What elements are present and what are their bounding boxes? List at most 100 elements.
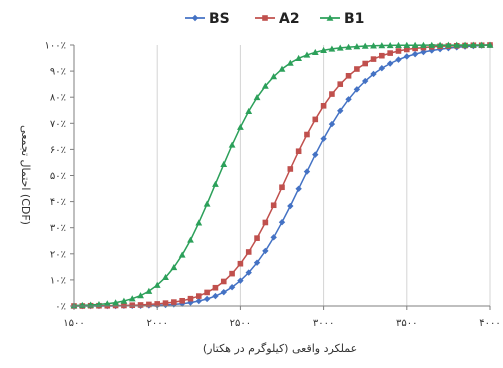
point-B1-45 [445, 41, 452, 48]
point-B1-38 [386, 41, 394, 49]
point-A2-31 [329, 91, 335, 97]
point-BS-40 [403, 53, 410, 60]
point-B1-20 [237, 123, 244, 130]
point-A2-38 [387, 50, 393, 56]
point-BS-17 [212, 292, 219, 300]
point-B1-15 [195, 219, 203, 226]
point-A2-20 [237, 260, 244, 267]
point-BS-19 [228, 284, 236, 291]
point-A2-39 [395, 48, 402, 54]
point-B1-22 [253, 94, 261, 101]
point-B1-48 [469, 41, 477, 48]
point-A2-37 [379, 52, 385, 59]
legend-item-B1: B1 [320, 11, 364, 27]
series-A2 [71, 42, 493, 309]
point-B1-18 [220, 160, 228, 167]
point-A2-40 [404, 46, 410, 53]
point-B1-21 [245, 107, 253, 115]
point-B1-25 [278, 65, 286, 72]
point-B1-8 [137, 292, 144, 299]
point-BS-31 [328, 120, 336, 128]
point-A2-18 [220, 278, 227, 285]
point-B1-40 [403, 41, 411, 48]
point-B1-4 [103, 300, 111, 307]
y-tick-label-0: ۰٪ [55, 302, 66, 313]
point-B1-39 [395, 41, 402, 48]
point-B1-6 [120, 297, 128, 304]
point-BS-32 [337, 107, 344, 114]
point-BS-22 [253, 259, 261, 266]
point-BS-37 [378, 65, 386, 72]
point-A2-17 [212, 284, 219, 291]
point-BS-25 [278, 219, 286, 226]
point-BS-15 [195, 297, 202, 305]
point-B1-24 [270, 73, 278, 80]
point-A2-32 [337, 81, 344, 87]
point-BS-30 [320, 135, 327, 142]
point-B1-7 [128, 295, 136, 302]
point-A2-29 [312, 116, 319, 123]
point-BS-16 [203, 295, 211, 303]
point-A2-15 [196, 293, 202, 299]
point-B1-10 [153, 281, 161, 288]
x-tick-label-1: ۲۰۰۰ [146, 318, 167, 329]
point-B1-19 [228, 141, 236, 148]
legend-marker-B1 [326, 14, 334, 21]
y-tick-label-1: ۱۰٪ [50, 275, 66, 286]
point-A2-27 [295, 148, 302, 155]
x-tick-label-4: ۳۵۰۰ [396, 318, 417, 329]
point-BS-33 [345, 96, 352, 103]
point-A2-21 [245, 249, 252, 255]
point-B1-28 [303, 51, 311, 58]
point-B1-29 [311, 48, 319, 56]
point-B1-5 [112, 299, 119, 306]
point-A2-28 [304, 131, 310, 138]
point-A2-34 [354, 66, 360, 72]
point-B1-43 [428, 41, 436, 48]
grid [156, 45, 491, 306]
legend: BS A2 B1 [185, 11, 364, 27]
point-B1-32 [336, 44, 344, 51]
y-tick-label-4: ۴۰٪ [50, 197, 66, 208]
point-BS-39 [395, 56, 402, 63]
y-tick-label-9: ۹۰٪ [50, 67, 66, 78]
point-A2-10 [154, 301, 160, 307]
y-tick-label-5: ۵۰٪ [50, 171, 66, 182]
x-axis-label: عملکرد واقعی (کیلوگرم در هکتار) [203, 342, 357, 355]
y-tick-label-2: ۲۰٪ [50, 249, 66, 260]
point-B1-50 [486, 41, 494, 48]
point-A2-22 [254, 235, 260, 241]
point-BS-34 [353, 86, 361, 93]
point-A2-35 [362, 60, 368, 67]
point-B1-13 [178, 251, 186, 258]
point-BS-36 [370, 70, 377, 78]
x-tick-label-3: ۳۰۰۰ [313, 318, 334, 329]
point-A2-36 [370, 56, 377, 62]
point-B1-35 [361, 42, 369, 49]
point-A2-26 [287, 166, 294, 172]
legend-marker-BS [191, 14, 199, 22]
point-B1-44 [436, 41, 444, 48]
point-A2-14 [187, 295, 194, 302]
point-A2-16 [204, 289, 210, 296]
point-BS-24 [270, 234, 277, 241]
point-A2-33 [345, 72, 352, 79]
point-BS-26 [287, 202, 294, 210]
point-B1-26 [286, 59, 294, 66]
series-layer [70, 41, 494, 310]
series-line-A2 [74, 44, 491, 307]
point-B1-47 [461, 41, 469, 48]
point-BS-29 [312, 151, 319, 158]
x-tick-label-2: ۲۵۰۰ [230, 318, 251, 329]
point-B1-17 [212, 180, 219, 187]
point-B1-9 [145, 287, 153, 294]
point-B1-12 [170, 263, 178, 271]
point-A2-6 [121, 302, 127, 309]
legend-label-BS: BS [209, 11, 230, 27]
point-B1-30 [320, 46, 327, 53]
series-BS [70, 41, 494, 310]
point-A2-9 [146, 301, 152, 308]
point-B1-23 [261, 82, 269, 89]
point-A2-13 [179, 297, 185, 304]
